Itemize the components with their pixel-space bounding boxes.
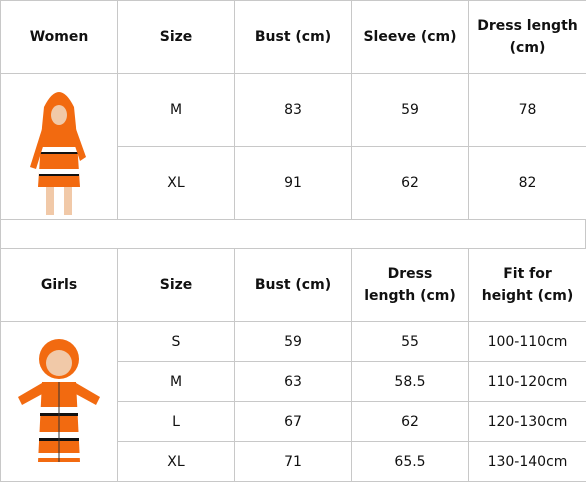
data-cell: M [117, 361, 235, 402]
costume-illustration [30, 91, 86, 215]
header-cell: Women [0, 0, 118, 74]
header-cell: Sleeve (cm) [351, 0, 469, 74]
data-cell: 62 [351, 146, 469, 220]
header-cell: Size [117, 248, 235, 322]
data-cell: S [117, 321, 235, 362]
women-photo [0, 73, 118, 220]
data-cell: 78 [468, 73, 586, 147]
header-cell: Dress length (cm) [351, 248, 469, 322]
data-cell: 110-120cm [468, 361, 586, 402]
header-cell: Dress length (cm) [468, 0, 586, 74]
data-cell: XL [117, 441, 235, 482]
data-cell: 65.5 [351, 441, 469, 482]
costume-illustration [18, 338, 100, 462]
header-cell: Girls [0, 248, 118, 322]
data-cell: 82 [468, 146, 586, 220]
header-cell: Bust (cm) [234, 248, 352, 322]
data-cell: 91 [234, 146, 352, 220]
data-cell: 55 [351, 321, 469, 362]
data-cell: 120-130cm [468, 401, 586, 442]
data-cell: 83 [234, 73, 352, 147]
girls-photo [0, 321, 118, 482]
data-cell: XL [117, 146, 235, 220]
data-cell: 71 [234, 441, 352, 482]
data-cell: 62 [351, 401, 469, 442]
header-cell: Size [117, 0, 235, 74]
data-cell: M [117, 73, 235, 147]
data-cell: L [117, 401, 235, 442]
data-cell: 59 [351, 73, 469, 147]
spacer-row [0, 219, 586, 249]
data-cell: 58.5 [351, 361, 469, 402]
data-cell: 130-140cm [468, 441, 586, 482]
header-cell: Fit for height (cm) [468, 248, 586, 322]
header-cell: Bust (cm) [234, 0, 352, 74]
data-cell: 59 [234, 321, 352, 362]
data-cell: 100-110cm [468, 321, 586, 362]
data-cell: 67 [234, 401, 352, 442]
data-cell: 63 [234, 361, 352, 402]
